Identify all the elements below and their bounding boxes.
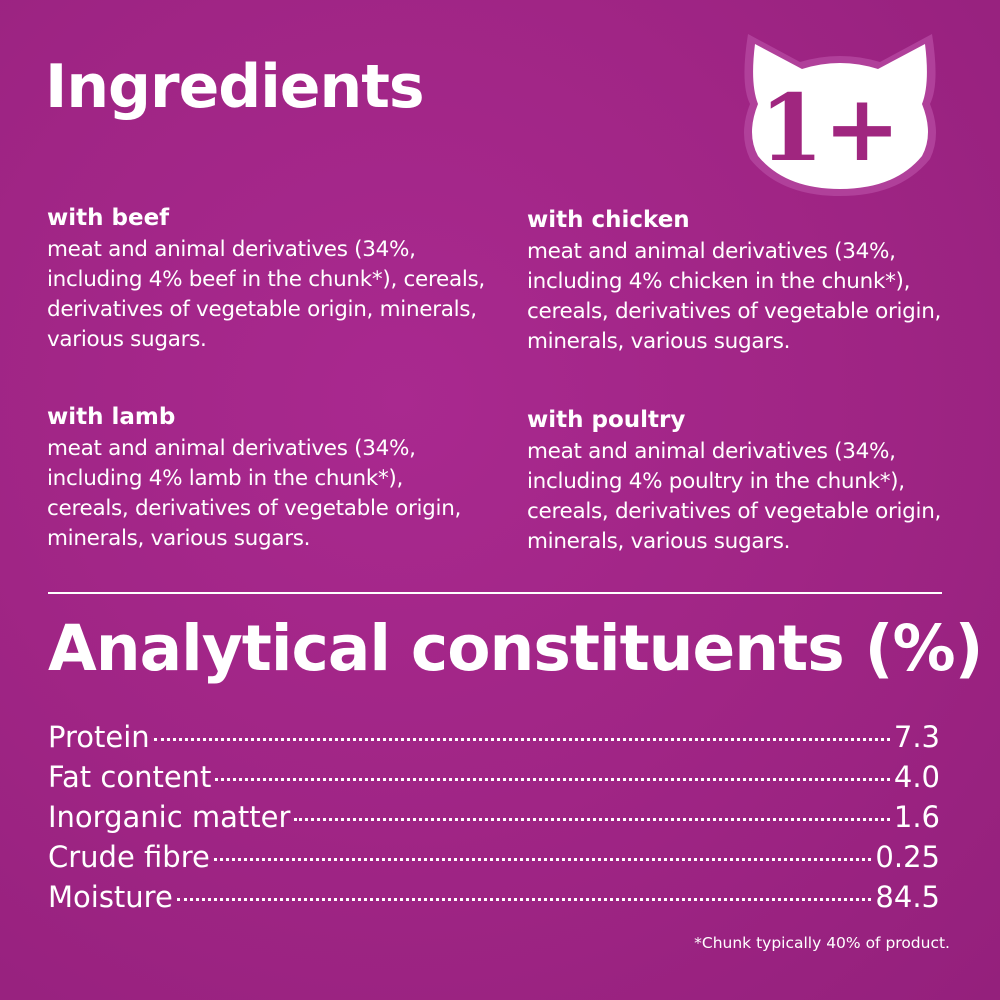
dot-leader — [215, 778, 890, 781]
ingredient-text: meat and animal derivatives (34%, includ… — [47, 436, 462, 551]
row-value: 84.5 — [875, 880, 940, 914]
section-divider — [48, 592, 942, 594]
row-value: 7.3 — [893, 720, 940, 754]
row-label: Moisture — [48, 880, 173, 914]
row-label: Crude fibre — [48, 840, 210, 874]
dot-leader — [213, 858, 872, 861]
row-label: Protein — [48, 720, 150, 754]
row-value: 1.6 — [893, 800, 940, 834]
ingredients-left-column-2: with lamb meat and animal derivatives (3… — [47, 402, 497, 554]
ingredient-group-chicken: with chicken meat and animal derivatives… — [527, 205, 977, 357]
table-row: Moisture 84.5 — [48, 877, 940, 917]
ingredient-heading: with beef — [47, 205, 170, 231]
dot-leader — [294, 818, 890, 821]
ingredient-heading: with lamb — [47, 404, 176, 430]
ingredient-text: meat and animal derivatives (34%, includ… — [527, 439, 942, 554]
ingredients-right-column: with chicken meat and animal derivatives… — [527, 205, 977, 357]
page-title: Ingredients — [45, 52, 425, 122]
table-row: Crude fibre 0.25 — [48, 837, 940, 877]
ingredient-group-poultry: with poultry meat and animal derivatives… — [527, 405, 977, 557]
ingredient-group-lamb: with lamb meat and animal derivatives (3… — [47, 402, 497, 554]
cat-head-icon: 1+ — [744, 34, 936, 196]
ingredient-heading: with chicken — [527, 207, 690, 233]
row-label: Inorganic matter — [48, 800, 291, 834]
ingredients-left-column: with beef meat and animal derivatives (3… — [47, 203, 497, 355]
ingredient-heading: with poultry — [527, 407, 686, 433]
ingredients-right-column-2: with poultry meat and animal derivatives… — [527, 405, 977, 557]
ingredient-text: meat and animal derivatives (34%, includ… — [47, 237, 485, 352]
analytical-table: Protein 7.3 Fat content 4.0 Inorganic matt… — [48, 717, 940, 917]
analytical-title: Analytical constituents (%) — [48, 612, 983, 685]
ingredient-text: meat and animal derivatives (34%, includ… — [527, 239, 942, 354]
dot-leader — [153, 738, 890, 741]
footnote: *Chunk typically 40% of product. — [694, 934, 950, 952]
table-row: Fat content 4.0 — [48, 757, 940, 797]
age-badge-text: 1+ — [759, 74, 900, 182]
row-label: Fat content — [48, 760, 212, 794]
row-value: 4.0 — [893, 760, 940, 794]
dot-leader — [176, 898, 872, 901]
table-row: Inorganic matter 1.6 — [48, 797, 940, 837]
row-value: 0.25 — [875, 840, 940, 874]
ingredient-group-beef: with beef meat and animal derivatives (3… — [47, 203, 497, 355]
table-row: Protein 7.3 — [48, 717, 940, 757]
